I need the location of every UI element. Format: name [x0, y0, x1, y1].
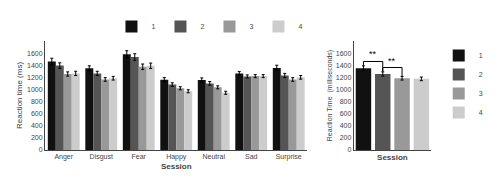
- svg-text:1400: 1400: [27, 62, 43, 69]
- svg-text:Disgust: Disgust: [90, 153, 113, 161]
- svg-text:Reaction Time (milliseconds): Reaction Time (milliseconds): [326, 50, 334, 141]
- svg-text:200: 200: [31, 134, 43, 141]
- svg-text:Anger: Anger: [54, 153, 73, 161]
- svg-text:600: 600: [340, 110, 352, 117]
- svg-text:Session: Session: [377, 153, 408, 162]
- svg-text:3: 3: [249, 23, 253, 30]
- svg-text:4: 4: [298, 23, 302, 30]
- svg-text:1600: 1600: [27, 50, 43, 57]
- svg-text:1200: 1200: [336, 74, 352, 81]
- svg-text:Fear: Fear: [132, 153, 147, 160]
- svg-text:Sad: Sad: [245, 153, 258, 160]
- svg-text:**: **: [369, 49, 377, 59]
- svg-text:800: 800: [340, 98, 352, 105]
- svg-text:1: 1: [151, 23, 155, 30]
- svg-text:400: 400: [31, 122, 43, 129]
- svg-text:**: **: [388, 56, 396, 66]
- svg-text:600: 600: [31, 110, 43, 117]
- svg-text:1200: 1200: [27, 74, 43, 81]
- svg-text:Happy: Happy: [166, 153, 187, 161]
- svg-text:1600: 1600: [336, 50, 352, 57]
- svg-text:2: 2: [479, 71, 483, 78]
- svg-text:1: 1: [479, 52, 483, 59]
- svg-text:800: 800: [31, 98, 43, 105]
- svg-text:Surprise: Surprise: [276, 153, 302, 161]
- svg-text:0: 0: [39, 146, 43, 153]
- svg-text:0: 0: [347, 146, 351, 153]
- svg-text:Reaction time (ms): Reaction time (ms): [15, 62, 24, 129]
- svg-text:4: 4: [479, 109, 483, 116]
- svg-text:3: 3: [479, 90, 483, 97]
- svg-text:Session: Session: [161, 162, 192, 171]
- svg-text:1000: 1000: [27, 86, 43, 93]
- svg-text:200: 200: [340, 134, 352, 141]
- svg-text:400: 400: [340, 122, 352, 129]
- svg-text:Neutral: Neutral: [202, 153, 225, 160]
- svg-text:2: 2: [200, 23, 204, 30]
- svg-text:1400: 1400: [336, 62, 352, 69]
- svg-text:1000: 1000: [336, 86, 352, 93]
